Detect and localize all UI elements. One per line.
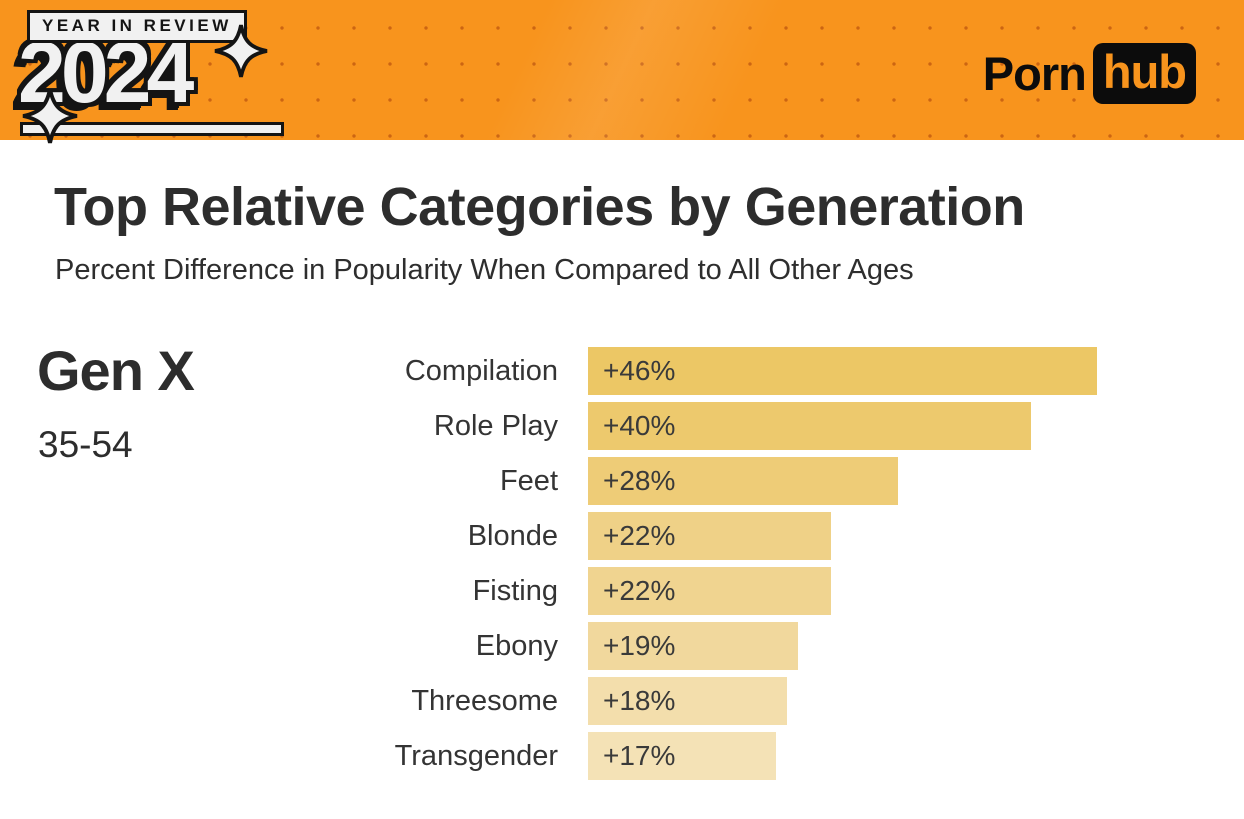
- generation-age-range: 35-54: [38, 424, 133, 465]
- chart-row: Feet +28%: [340, 457, 1220, 505]
- four-point-star-icon: [22, 88, 78, 144]
- value-label: +40%: [603, 410, 676, 441]
- category-bar: +19%: [588, 622, 798, 670]
- value-label: +46%: [603, 355, 676, 386]
- value-label: +17%: [603, 740, 676, 771]
- category-bar: +22%: [588, 512, 831, 560]
- value-label: +18%: [603, 685, 676, 716]
- brand-hub-box: hub: [1092, 42, 1196, 104]
- header-banner: 2024 YEAR IN REVIEW Porn hub: [0, 0, 1244, 144]
- logo-underline-bar: [20, 122, 284, 136]
- brand-word-porn: Porn: [982, 46, 1087, 100]
- category-bar: +17%: [588, 732, 776, 780]
- category-label: Threesome: [411, 684, 558, 717]
- chart-row: Blonde +22%: [340, 512, 1220, 560]
- page-subtitle: Percent Difference in Popularity When Co…: [55, 254, 914, 286]
- category-label: Fisting: [472, 574, 558, 607]
- category-label: Compilation: [404, 354, 558, 387]
- value-label: +19%: [603, 630, 676, 661]
- brand-logo: Porn hub: [982, 42, 1196, 104]
- value-label: +22%: [603, 520, 676, 551]
- logo-badge-text: YEAR IN REVIEW: [27, 10, 247, 43]
- chart-row: Fisting +22%: [340, 567, 1220, 615]
- category-label: Feet: [499, 464, 558, 497]
- year-in-review-logo: 2024 YEAR IN REVIEW: [18, 4, 290, 144]
- four-point-star-icon: [214, 24, 268, 78]
- bar-chart: Compilation +46% Role Play +40% Feet +28% Blon…: [340, 347, 1220, 787]
- page-title: Top Relative Categories by Generation: [54, 177, 1025, 237]
- chart-row: Role Play +40%: [340, 402, 1220, 450]
- chart-row: Ebony +19%: [340, 622, 1220, 670]
- category-label: Transgender: [394, 739, 558, 772]
- value-label: +28%: [603, 465, 676, 496]
- chart-row: Compilation +46%: [340, 347, 1220, 395]
- value-label: +22%: [603, 575, 676, 606]
- category-bar: +22%: [588, 567, 831, 615]
- category-bar: +18%: [588, 677, 787, 725]
- brand-word-hub: hub: [1102, 44, 1187, 98]
- generation-name: Gen X: [37, 339, 195, 402]
- category-bar: +28%: [588, 457, 898, 505]
- category-bar: +40%: [588, 402, 1031, 450]
- category-bar: +46%: [588, 347, 1097, 395]
- category-label: Ebony: [475, 629, 558, 662]
- chart-row: Threesome +18%: [340, 677, 1220, 725]
- category-label: Role Play: [433, 409, 558, 442]
- chart-row: Transgender +17%: [340, 732, 1220, 780]
- category-label: Blonde: [467, 519, 558, 552]
